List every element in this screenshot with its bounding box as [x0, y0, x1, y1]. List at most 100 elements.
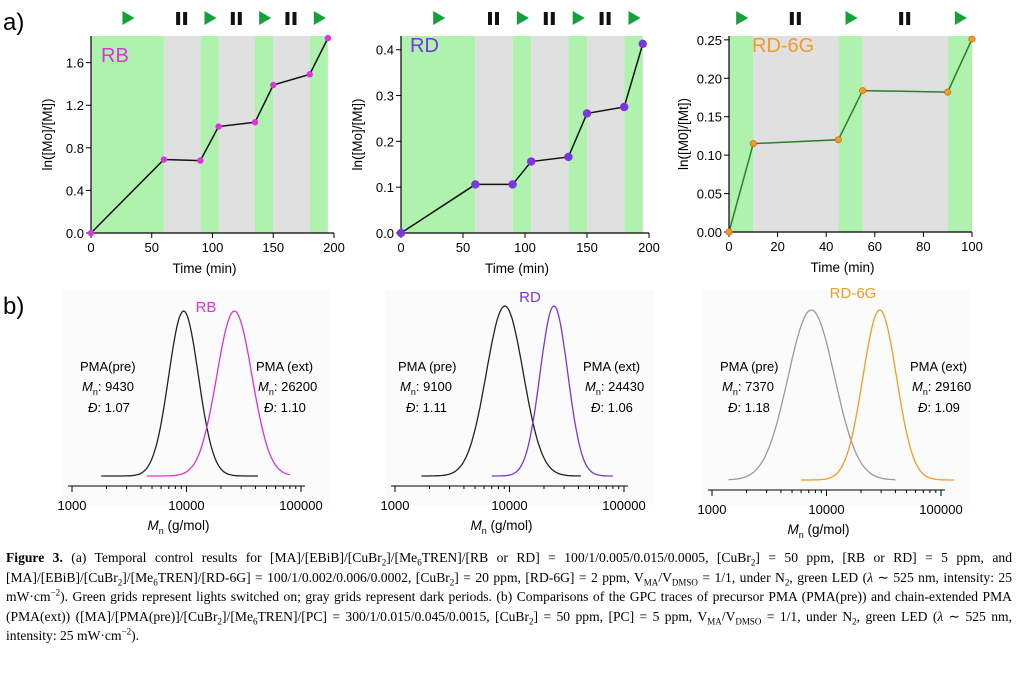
x-tick-label: 50 — [145, 240, 159, 255]
data-point — [564, 152, 573, 162]
play-triangle-icon — [122, 11, 135, 25]
mn-value: Mn: 9430 — [82, 379, 134, 397]
pause-bars-icon — [488, 12, 492, 25]
y-tick-label: 1.2 — [66, 98, 84, 113]
data-point — [834, 136, 842, 144]
data-point — [471, 180, 480, 189]
y-axis-label: ln([Mo]/[Mt]) — [350, 98, 365, 170]
pause-bars-icon — [906, 12, 911, 25]
series-name-label: PMA (ext) — [256, 359, 313, 374]
x-tick-label: 0 — [725, 239, 732, 254]
pause-bars-icon — [292, 12, 297, 25]
chart-title: RD — [519, 289, 541, 306]
data-point — [396, 228, 406, 238]
plot-background — [62, 290, 331, 505]
data-point — [620, 102, 629, 112]
pause-bars-icon — [606, 12, 611, 25]
mn-value: Mn: 24430 — [585, 379, 644, 397]
chart-title: RB — [101, 45, 129, 67]
x-tick-label: 80 — [916, 239, 930, 254]
time-chart-rd6g: 0 20 40 60 80 100 0.00 0.05 0.10 0.15 0.20 0.25 Time… — [676, 11, 983, 275]
plot-background — [385, 290, 654, 505]
x-tick-label: 50 — [456, 240, 470, 255]
mn-value: Mn: 9100 — [400, 379, 452, 397]
series-name-label: PMA (pre) — [398, 359, 457, 374]
x-tick-label: 10000 — [168, 498, 204, 513]
time-chart-rb: 0 50 100 150 200 0.0 0.4 0.8 1.2 1.6 Time (min) ln(… — [40, 11, 345, 276]
x-axis-label: Mn (g/mol) — [787, 522, 849, 540]
x-tick-label: 0 — [397, 240, 404, 255]
data-point — [215, 123, 222, 130]
pause-bars-icon — [599, 12, 604, 25]
pause-bars-icon — [899, 12, 904, 25]
series-name-label: PMA(pre) — [80, 359, 136, 374]
y-tick-label: 0.4 — [376, 43, 394, 58]
x-tick-label: 100000 — [279, 498, 322, 513]
light-period-region — [401, 36, 476, 233]
y-axis-label: ln([Mo]/[Mt]) — [40, 98, 55, 170]
gpc-chart-rd: 1000 10000 100000 Mn (g/mol) RD PMA (pre) Mn: … — [381, 289, 654, 536]
play-triangle-icon — [845, 11, 858, 25]
y-tick-label: 0.4 — [66, 183, 84, 198]
series-line — [90, 37, 329, 234]
light-period-region — [200, 36, 219, 233]
y-tick-label: 0.1 — [376, 180, 394, 195]
pause-bars-icon — [796, 12, 801, 25]
pause-bars-icon — [495, 12, 499, 25]
dark-period-region — [273, 36, 310, 233]
x-tick-label: 200 — [638, 240, 660, 255]
x-tick-label: 100000 — [602, 498, 645, 513]
light-period-region — [309, 36, 328, 233]
dark-period-region — [163, 36, 201, 233]
chart-title: RB — [196, 299, 217, 316]
x-tick-label: 150 — [262, 240, 284, 255]
y-tick-label: 0.15 — [697, 110, 722, 125]
dark-period-region — [587, 36, 625, 233]
dark-period-region — [475, 36, 513, 233]
data-point — [197, 157, 204, 164]
y-tick-label: 1.6 — [66, 56, 84, 71]
dispersity-value: Đ: 1.10 — [264, 400, 306, 415]
data-point — [251, 119, 259, 126]
plot-background — [702, 290, 971, 505]
data-point — [968, 35, 976, 43]
chart-title: RD-6G — [752, 35, 814, 57]
x-tick-label: 60 — [868, 239, 882, 254]
pause-bars-icon — [183, 12, 188, 25]
x-tick-label: 0 — [87, 240, 94, 255]
caption-label: Figure 3. — [6, 550, 63, 565]
dispersity-value: Đ: 1.18 — [728, 400, 770, 415]
light-period-region — [255, 36, 274, 233]
time-chart-rd: 0 50 100 150 200 0.0 0.1 0.2 0.3 0.4 Time (min) ln(… — [350, 11, 660, 276]
data-point — [582, 109, 592, 118]
light-period-region — [91, 36, 164, 233]
x-tick-label: 10000 — [491, 498, 527, 513]
light-period-region — [512, 36, 532, 233]
x-tick-label: 10000 — [808, 502, 844, 517]
y-tick-label: 0.3 — [376, 89, 394, 104]
pause-bars-icon — [543, 12, 548, 25]
series-name-label: PMA (ext) — [910, 359, 967, 374]
extended-trace — [801, 309, 954, 481]
data-point — [725, 228, 733, 236]
y-tick-label: 0.05 — [697, 187, 722, 202]
pause-bars-icon — [789, 12, 794, 25]
series-name-label: PMA (ext) — [583, 359, 640, 374]
data-point — [306, 71, 313, 78]
y-tick-label: 0.25 — [697, 33, 722, 48]
play-triangle-icon — [628, 11, 641, 25]
figure-caption: Figure 3. (a) Temporal control results f… — [6, 550, 1012, 644]
play-triangle-icon — [954, 11, 967, 25]
x-tick-label: 100000 — [919, 502, 962, 517]
chart-title: RD — [410, 35, 439, 57]
mn-value: Mn: 7370 — [722, 379, 774, 397]
gpc-chart-rd6g: 1000 10000 100000 Mn (g/mol) RD-6G PMA (pre) M… — [698, 285, 972, 540]
y-tick-label: 0.2 — [376, 134, 394, 149]
dispersity-value: Đ: 1.06 — [591, 400, 633, 415]
panel-label-b: b) — [3, 293, 24, 320]
y-tick-label: 0.0 — [376, 226, 394, 241]
gpc-chart-rb: 1000 10000 100000 Mn (g/mol) RB PMA(pre) Mn: 9… — [58, 290, 331, 536]
light-period-region — [838, 36, 863, 232]
data-point — [508, 180, 517, 189]
dispersity-value: Đ: 1.09 — [918, 400, 960, 415]
